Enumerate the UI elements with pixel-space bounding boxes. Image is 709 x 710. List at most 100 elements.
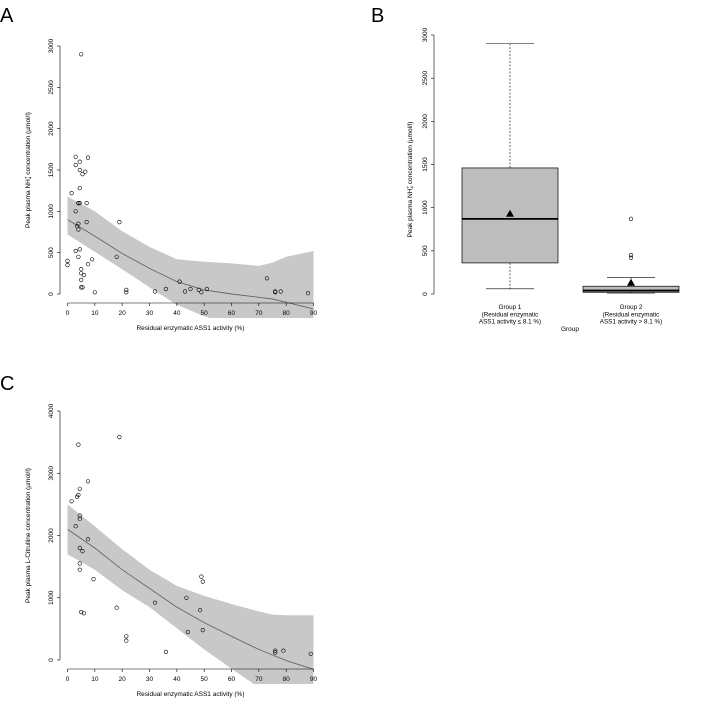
panel-c-y-tick-label: 0 <box>48 658 55 662</box>
panel-c-data-point <box>91 576 96 582</box>
panel-a-x-tick-label: 30 <box>146 310 154 317</box>
panel-c-data-point <box>77 486 82 491</box>
panel-a-data-point <box>73 154 78 159</box>
panel-c-data-point <box>77 567 82 572</box>
panel-b-y-axis-label-superscript: + <box>406 186 411 189</box>
panel-c-x-tick-label: 20 <box>119 676 127 683</box>
panel-c-data-point <box>273 648 278 653</box>
panel-c-data-point <box>77 513 82 518</box>
panel-c-confidence-band <box>67 504 314 684</box>
panel-c-x-tick-label: 30 <box>146 676 154 683</box>
panel-a-data-point <box>77 159 82 164</box>
panel-a-data-point <box>79 267 84 272</box>
panel-a-data-point <box>76 201 81 206</box>
panel-a-data-point <box>264 276 270 281</box>
panel-b-y-axis-label-part: concentration (µmol/l) <box>407 122 414 186</box>
panel-c-x-tick-label: 60 <box>228 676 236 683</box>
panel-b-group-2-label: (Residual enzymatic <box>603 311 660 318</box>
panel-c-fit-line <box>67 528 314 670</box>
panel-a-data-point <box>80 172 85 177</box>
panel-a-y-axis-label-superscript: + <box>24 176 29 179</box>
panel-a-data-point <box>73 248 78 254</box>
panel-c-data-point <box>77 561 82 566</box>
panel-c-data-point <box>76 492 81 498</box>
panel-a-y-tick-label: 2500 <box>48 80 55 95</box>
panel-c-x-tick-label: 10 <box>91 676 99 683</box>
panel-c-data-point <box>281 648 286 653</box>
panel-a-data-point <box>85 155 91 160</box>
panel-a-x-tick-label: 0 <box>66 310 70 317</box>
panel-c-x-tick-label: 40 <box>173 676 181 683</box>
panel-a-data-point <box>278 289 283 294</box>
panel-a-data-point <box>204 286 209 292</box>
panel-c-data-point <box>184 595 189 600</box>
panel-c-data-point <box>200 579 205 584</box>
panel-a-data-point <box>79 52 84 57</box>
panel-c-data-point <box>85 537 91 542</box>
panel-c-data-point <box>76 442 81 447</box>
panel-a-data-point <box>83 169 88 174</box>
panel-b-group-1-mean-marker <box>506 209 514 217</box>
panel-a-letter: A <box>0 5 14 27</box>
panel-a-data-point <box>76 227 81 232</box>
panel-c-letter: C <box>0 373 14 395</box>
panel-a-y-axis-label-part: Peak plasma NH <box>25 179 32 228</box>
panel-b-group-2-box <box>582 285 680 293</box>
panel-a-data-point <box>65 263 70 268</box>
panel-b-y-tick-label: 500 <box>422 245 429 256</box>
panel-c-data-point <box>163 649 168 655</box>
panel-c-data-point <box>199 574 204 579</box>
panel-b-letter: B <box>371 5 384 27</box>
panel-c-data-point <box>152 600 158 605</box>
panel-b-y-axis-label-part: Peak plasma NH <box>407 188 414 237</box>
panel-c-data-point <box>79 609 84 615</box>
panel-a-data-point <box>80 285 85 290</box>
panel-a-data-point <box>163 286 168 292</box>
panel-c-data-point <box>77 545 82 551</box>
panel-a-data-point <box>76 221 81 226</box>
panel-a-data-point <box>77 186 82 191</box>
panel-a-data-point <box>73 209 78 214</box>
panel-b-group-2-outlier <box>628 216 634 221</box>
panel-c-x-tick-label: 80 <box>283 676 291 683</box>
panel-a-data-point <box>77 167 82 173</box>
panel-a-x-tick-label: 10 <box>91 310 99 317</box>
panel-c-data-point <box>308 651 313 656</box>
panel-c-data-point <box>198 608 203 613</box>
panel-a-y-tick-label: 1500 <box>48 162 55 177</box>
panel-c-data-point <box>81 611 86 616</box>
panel-b-y-axis-label-subscript: 4 <box>410 186 415 189</box>
panel-a-data-point <box>85 262 91 267</box>
panel-a-data-point <box>117 220 122 225</box>
panel-a-data-point <box>69 191 74 196</box>
panel-a-data-point <box>124 287 129 293</box>
panel-a-data-point <box>92 290 97 295</box>
panel-c-data-point <box>73 524 78 529</box>
panel-c-data-point <box>114 605 119 610</box>
panel-b-y-axis-label: Peak plasma NH4+ concentration (µmol/l) <box>406 122 415 238</box>
panel-a-data-point <box>152 289 158 294</box>
panel-b-group-1-label: (Residual enzymatic <box>482 311 539 318</box>
panel-a-data-point <box>76 254 81 259</box>
panel-c-y-axis-label: Peak plasma L-Citrulline concentration (… <box>25 468 32 603</box>
panel-b-y-tick-label: 2500 <box>422 71 429 86</box>
panel-a-data-point <box>77 201 82 206</box>
panel-c-data-point <box>85 479 91 484</box>
panel-c-data-point <box>80 548 85 554</box>
panel-a-x-tick-label: 90 <box>310 310 318 317</box>
panel-a-x-tick-label: 60 <box>228 310 236 317</box>
panel-a-y-axis-label: Peak plasma NH4+ concentration (µmol/l) <box>24 112 33 228</box>
panel-a-data-point <box>273 289 278 294</box>
panel-a-x-tick-label: 20 <box>119 310 127 317</box>
panel-a-x-tick-label: 50 <box>201 310 209 317</box>
panel-a-y-tick-label: 500 <box>48 247 55 258</box>
panel-a-data-point <box>177 279 182 284</box>
panel-b-y-tick-label: 1000 <box>422 200 429 215</box>
panel-a-confidence-band <box>67 196 314 318</box>
panel-a-data-point <box>81 272 86 278</box>
panel-b-y-tick-label: 3000 <box>422 27 429 42</box>
panel-a-data-point <box>73 162 78 168</box>
panel-a-x-tick-label: 80 <box>283 310 291 317</box>
panel-c-data-point <box>273 650 278 655</box>
panel-b-group-2-outlier <box>628 253 634 258</box>
